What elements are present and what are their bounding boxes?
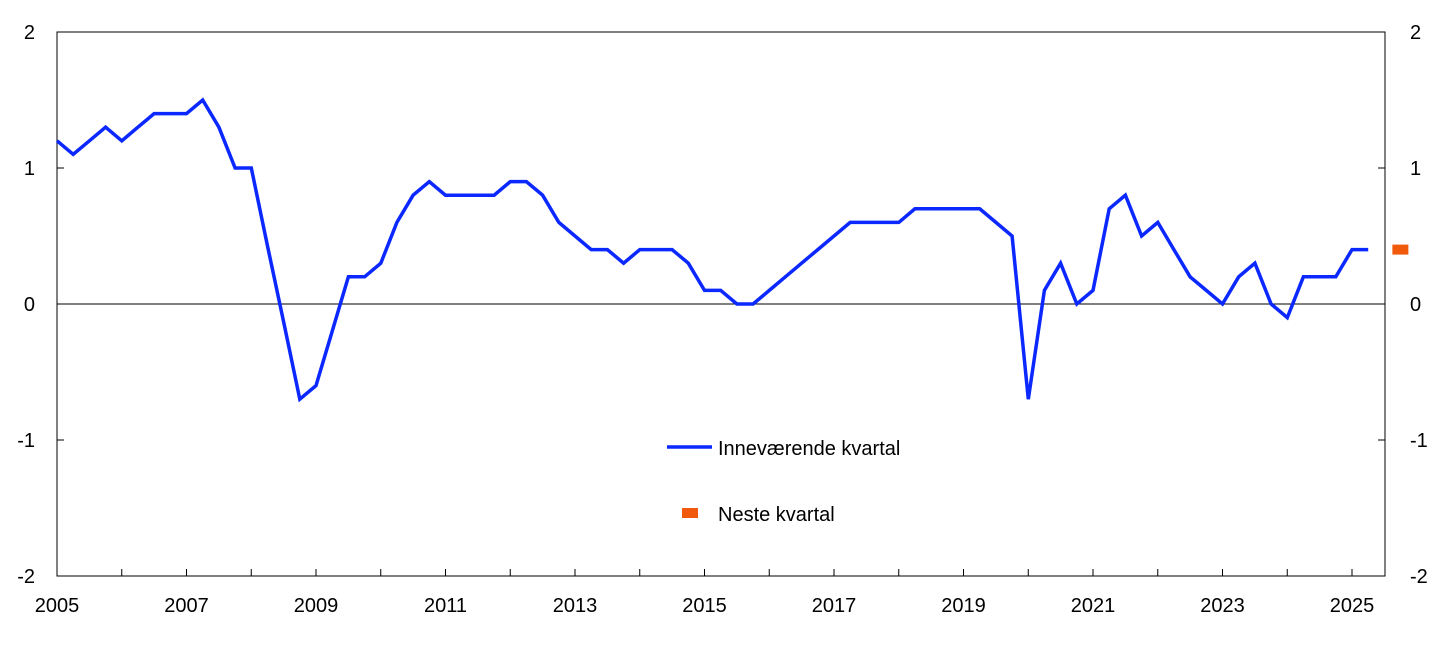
- x-tick-label: 2005: [35, 595, 80, 617]
- y-tick-label-left: -1: [17, 430, 35, 452]
- y-tick-label-right: 2: [1410, 22, 1421, 44]
- legend-swatch-next: [682, 508, 698, 518]
- y-tick-label-right: 0: [1410, 294, 1421, 316]
- y-tick-label-left: 2: [24, 22, 35, 44]
- series-line-current: [55, 97, 1369, 403]
- x-tick-label: 2021: [1071, 595, 1116, 617]
- x-tick-label: 2017: [812, 595, 857, 617]
- legend: Inneværende kvartal Neste kvartal: [667, 438, 900, 526]
- y-tick-label-left: 1: [24, 158, 35, 180]
- legend-label-next: Neste kvartal: [718, 504, 835, 526]
- x-tick-label: 2007: [164, 595, 209, 617]
- y-tick-label-right: 1: [1410, 158, 1421, 180]
- x-tick-label: 2009: [294, 595, 339, 617]
- x-tick-label: 2025: [1330, 595, 1375, 617]
- x-tick-label: 2019: [941, 595, 986, 617]
- y-tick-label-left: 0: [24, 294, 35, 316]
- x-tick-label: 2015: [682, 595, 727, 617]
- legend-label-current: Inneværende kvartal: [718, 438, 900, 460]
- y-tick-label-left: -2: [17, 566, 35, 588]
- y-tick-label-right: -2: [1410, 566, 1428, 588]
- series-point-next: [1392, 244, 1409, 255]
- y-tick-label-right: -1: [1410, 430, 1428, 452]
- x-tick-label: 2023: [1200, 595, 1245, 617]
- x-tick-label: 2011: [424, 595, 467, 617]
- x-tick-label: 2013: [553, 595, 598, 617]
